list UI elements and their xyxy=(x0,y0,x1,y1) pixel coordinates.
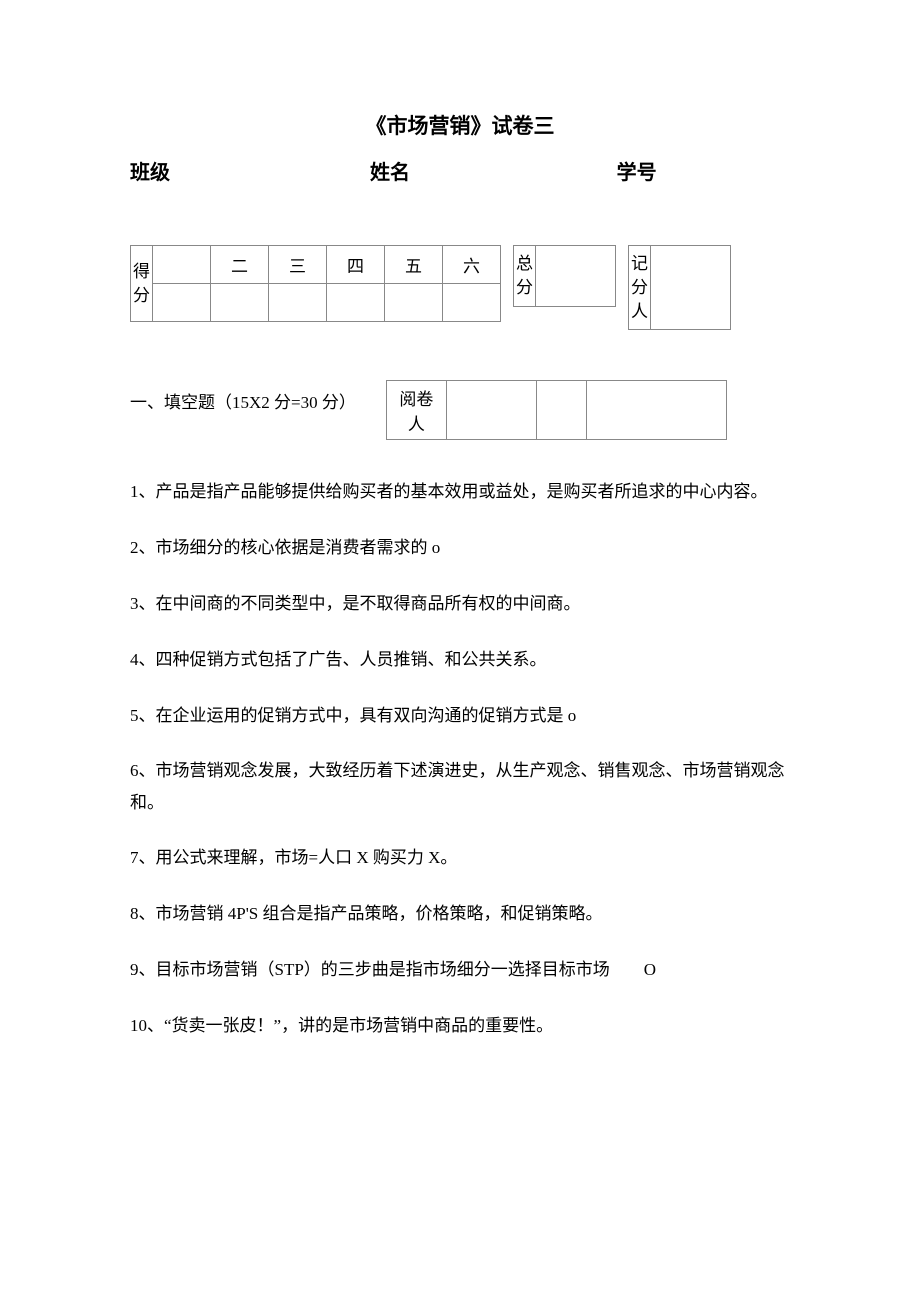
recorder-label: 记分人 xyxy=(629,246,651,330)
table-row xyxy=(131,284,501,322)
col-header: 三 xyxy=(269,246,327,284)
score-table: 得分 二 三 四 五 六 xyxy=(130,245,501,322)
score-cell xyxy=(327,284,385,322)
col-header: 二 xyxy=(211,246,269,284)
col-header xyxy=(153,246,211,284)
table-row: 得分 二 三 四 五 六 xyxy=(131,246,501,284)
question-10: 10、“货卖一张皮！”，讲的是市场营销中商品的重要性。 xyxy=(120,1009,800,1043)
grader-cell xyxy=(536,381,586,440)
student-info-row: 班级 姓名 学号 xyxy=(120,156,800,185)
grader-table: 阅卷人 xyxy=(386,380,727,440)
score-cell xyxy=(385,284,443,322)
question-6: 6、市场营销观念发展，大致经历着下述演进史，从生产观念、销售观念、市场营销观念和… xyxy=(120,755,800,820)
score-cell xyxy=(269,284,327,322)
total-cell xyxy=(536,246,616,307)
table-row: 记分人 xyxy=(629,246,731,330)
question-2: 2、市场细分的核心依据是消费者需求的 o xyxy=(120,531,800,565)
recorder-cell xyxy=(651,246,731,330)
section-1-title: 一、填空题（15X2 分=30 分） xyxy=(130,380,356,413)
grader-cell xyxy=(446,381,536,440)
section-1-header: 一、填空题（15X2 分=30 分） 阅卷人 xyxy=(120,380,800,440)
grader-cell xyxy=(586,381,726,440)
question-3: 3、在中间商的不同类型中，是不取得商品所有权的中间商。 xyxy=(120,587,800,621)
total-label: 总分 xyxy=(514,246,536,307)
question-5: 5、在企业运用的促销方式中，具有双向沟通的促销方式是 o xyxy=(120,699,800,733)
col-header: 五 xyxy=(385,246,443,284)
document-title: 《市场营销》试卷三 xyxy=(120,110,800,140)
col-header: 四 xyxy=(327,246,385,284)
question-9: 9、目标市场营销（STP）的三步曲是指市场细分一选择目标市场 O xyxy=(120,953,800,987)
score-cell xyxy=(211,284,269,322)
score-cell xyxy=(443,284,501,322)
score-tables-row: 得分 二 三 四 五 六 总分 记分人 xyxy=(120,245,800,330)
total-table: 总分 xyxy=(513,245,616,307)
name-label: 姓名 xyxy=(303,156,476,185)
question-8: 8、市场营销 4P'S 组合是指产品策略，价格策略，和促销策略。 xyxy=(120,897,800,931)
table-row: 总分 xyxy=(514,246,616,307)
question-4: 4、四种促销方式包括了广告、人员推销、和公共关系。 xyxy=(120,643,800,677)
question-1: 1、产品是指产品能够提供给购买者的基本效用或益处，是购买者所追求的中心内容。 xyxy=(120,476,800,508)
score-label: 得分 xyxy=(131,246,153,322)
question-7: 7、用公式来理解，市场=人口 X 购买力 X。 xyxy=(120,841,800,875)
class-label: 班级 xyxy=(130,156,303,185)
grader-label: 阅卷人 xyxy=(386,381,446,440)
col-header: 六 xyxy=(443,246,501,284)
student-id-label: 学号 xyxy=(477,156,790,185)
score-cell xyxy=(153,284,211,322)
recorder-table: 记分人 xyxy=(628,245,731,330)
table-row: 阅卷人 xyxy=(386,381,726,440)
